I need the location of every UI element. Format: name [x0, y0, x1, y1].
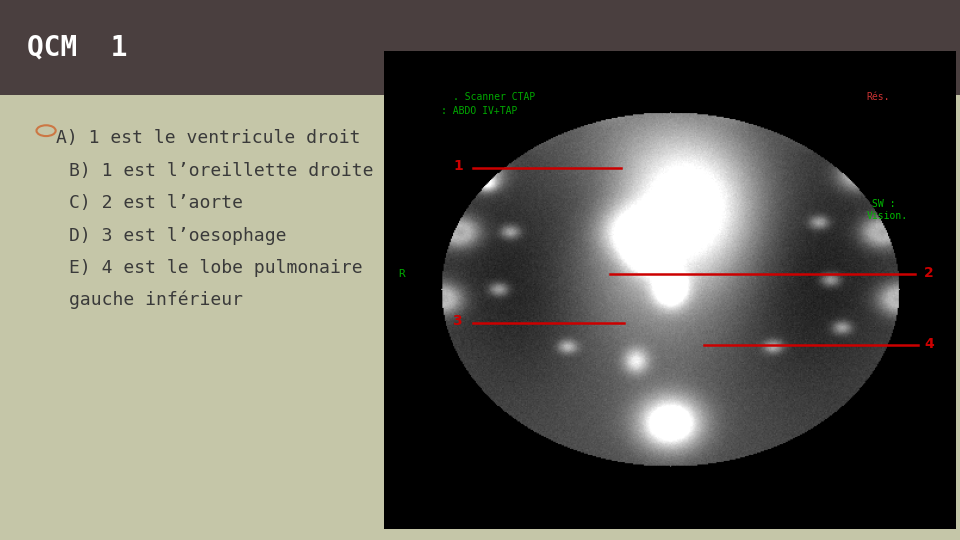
Text: A) 1 est le ventricule droit: A) 1 est le ventricule droit	[56, 129, 360, 146]
FancyBboxPatch shape	[0, 0, 960, 94]
Text: E) 4 est le lobe pulmonaire: E) 4 est le lobe pulmonaire	[69, 259, 363, 277]
Text: . Scanner CTAP: . Scanner CTAP	[452, 92, 535, 102]
Text: C) 2 est l’aorte: C) 2 est l’aorte	[69, 194, 243, 212]
Text: 2: 2	[924, 266, 933, 280]
Text: Vision.: Vision.	[867, 211, 908, 221]
Text: R: R	[398, 268, 405, 279]
Text: 4: 4	[924, 338, 934, 351]
Text: gauche inférieur: gauche inférieur	[69, 291, 243, 309]
Text: QCM  1: QCM 1	[27, 33, 128, 61]
Text: B) 1 est l’oreillette droite: B) 1 est l’oreillette droite	[69, 162, 373, 180]
Text: : ABDO IV+TAP: : ABDO IV+TAP	[442, 106, 517, 116]
Text: SW :: SW :	[873, 199, 896, 209]
Text: Rés.: Rés.	[867, 92, 890, 102]
FancyBboxPatch shape	[0, 94, 960, 540]
Text: 1: 1	[453, 159, 463, 173]
Text: 3: 3	[452, 314, 462, 328]
Text: D) 3 est l’oesophage: D) 3 est l’oesophage	[69, 227, 287, 245]
